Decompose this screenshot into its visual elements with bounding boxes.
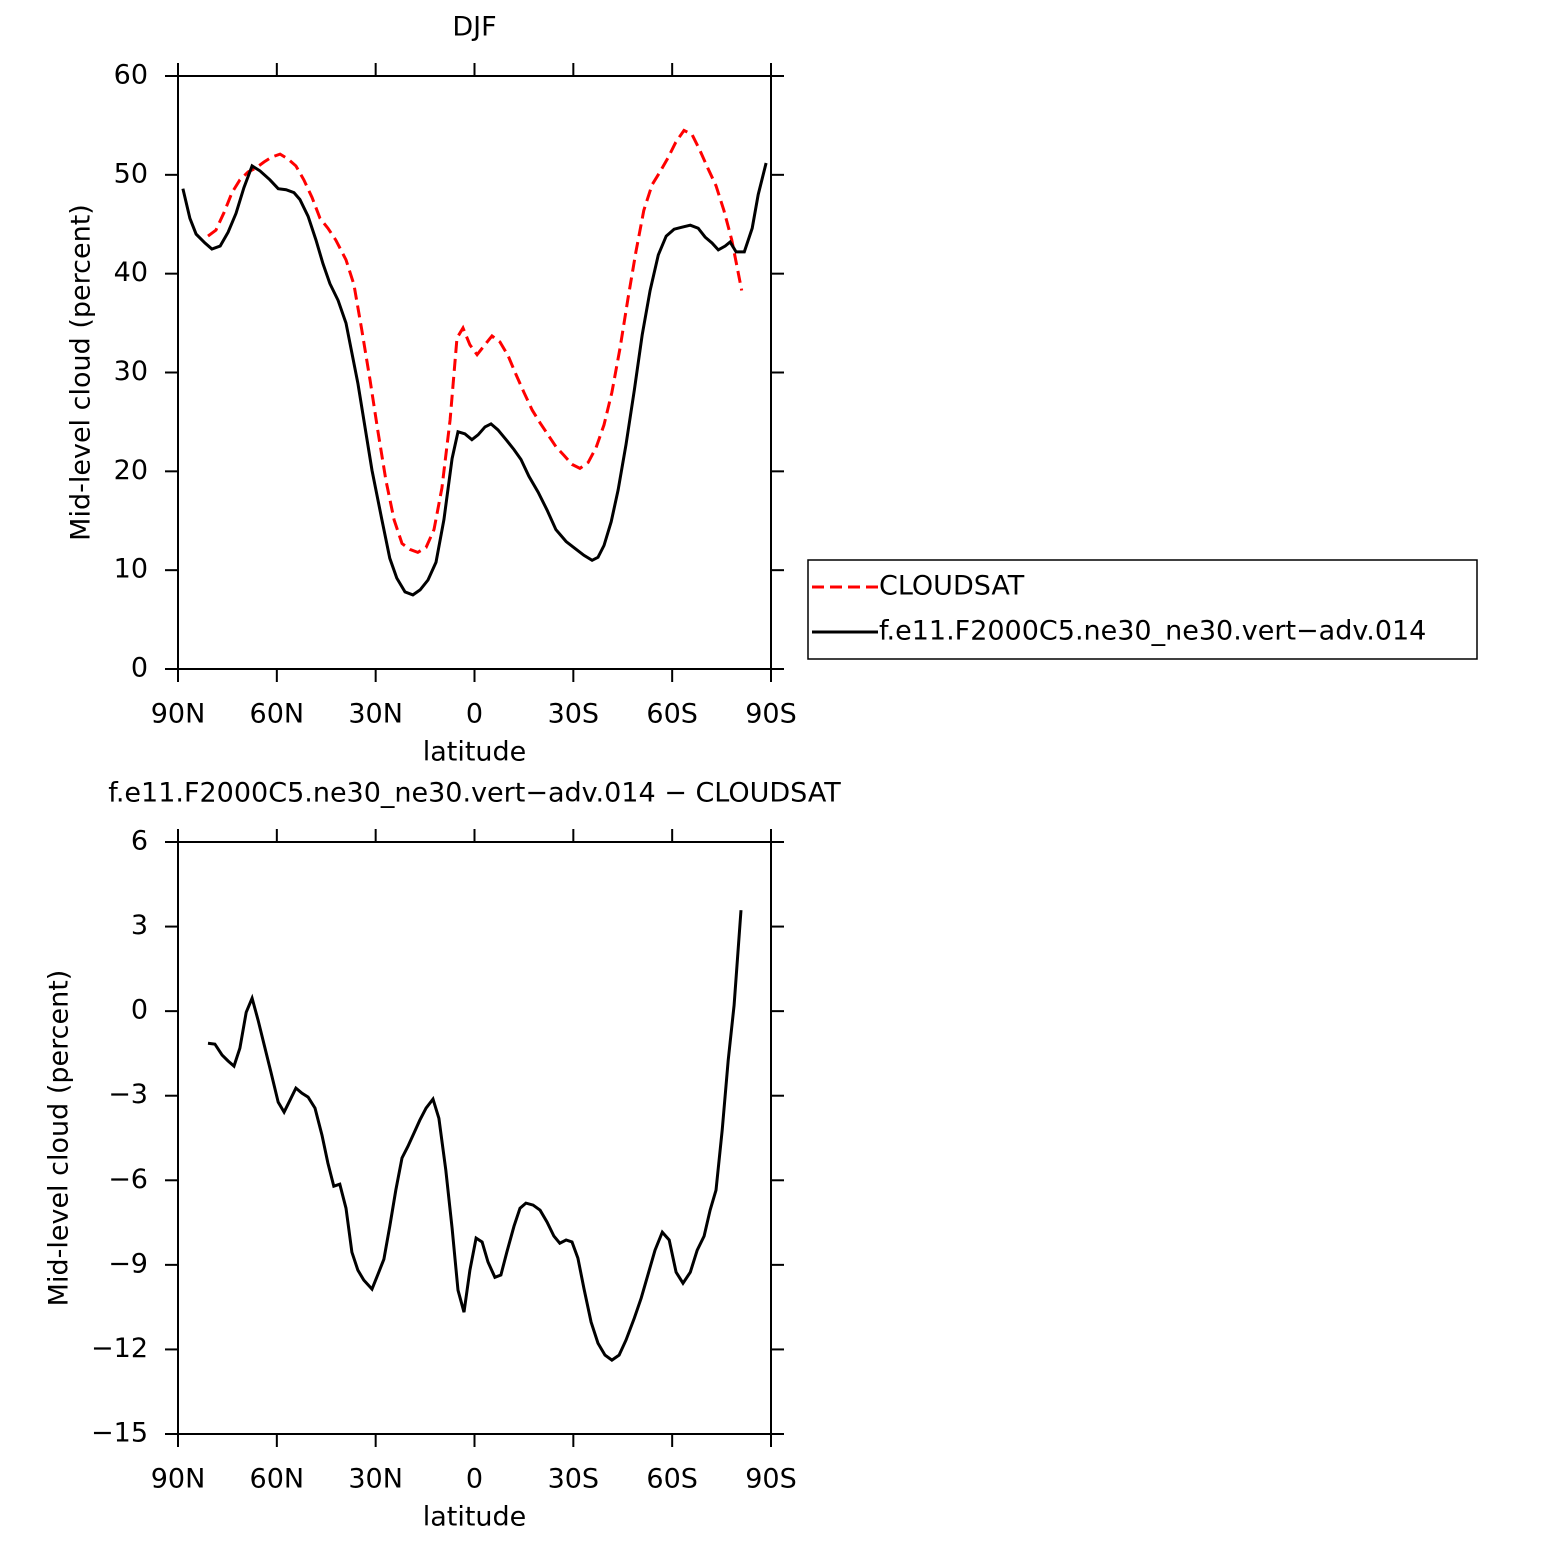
legend-label: CLOUDSAT [879,571,1025,602]
plot-frame [177,75,772,670]
y-tick-label: 40 [114,257,148,288]
x-tick-label: 60S [646,699,698,730]
y-tick-label: −3 [108,1079,148,1110]
x-tick-label: 30S [548,1464,600,1495]
x-tick-label: 0 [466,1464,483,1495]
y-tick-label: 6 [131,826,148,857]
x-tick-label: 90S [745,1464,797,1495]
x-axis-label: latitude [423,737,527,768]
chart-title: f.e11.F2000C5.ne30_ne30.vert−adv.014 − C… [108,778,841,809]
y-axis-label: Mid-level cloud (percent) [66,204,97,541]
y-tick-label: −12 [91,1333,148,1364]
y-tick-label: 0 [131,653,148,684]
plot-frame [177,841,772,1435]
y-tick-label: 0 [131,995,148,1026]
x-tick-label: 0 [466,699,483,730]
x-axis-label: latitude [423,1502,527,1533]
y-tick-label: 20 [114,455,148,486]
legend-box [807,559,1478,660]
chart-title: DJF [452,12,496,43]
y-tick-label: −6 [108,1164,148,1195]
x-tick-label: 90S [745,699,797,730]
legend-label: f.e11.F2000C5.ne30_ne30.vert−adv.014 [879,616,1426,647]
y-tick-label: −9 [108,1248,148,1279]
y-tick-label: 30 [114,356,148,387]
x-tick-label: 90N [151,1464,206,1495]
y-tick-label: 3 [131,910,148,941]
y-axis-label: Mid-level cloud (percent) [44,970,75,1307]
x-tick-label: 60S [646,1464,698,1495]
y-tick-label: 60 [114,60,148,91]
x-tick-label: 30N [348,699,403,730]
x-tick-label: 30N [348,1464,403,1495]
data-line [181,162,768,597]
x-tick-label: 60N [250,699,305,730]
y-tick-label: 10 [114,554,148,585]
data-line [207,128,744,555]
y-tick-label: −15 [91,1418,148,1449]
x-tick-label: 60N [250,1464,305,1495]
y-tick-label: 50 [114,158,148,189]
x-tick-label: 90N [151,699,206,730]
x-tick-label: 30S [548,699,600,730]
data-line [207,910,743,1362]
